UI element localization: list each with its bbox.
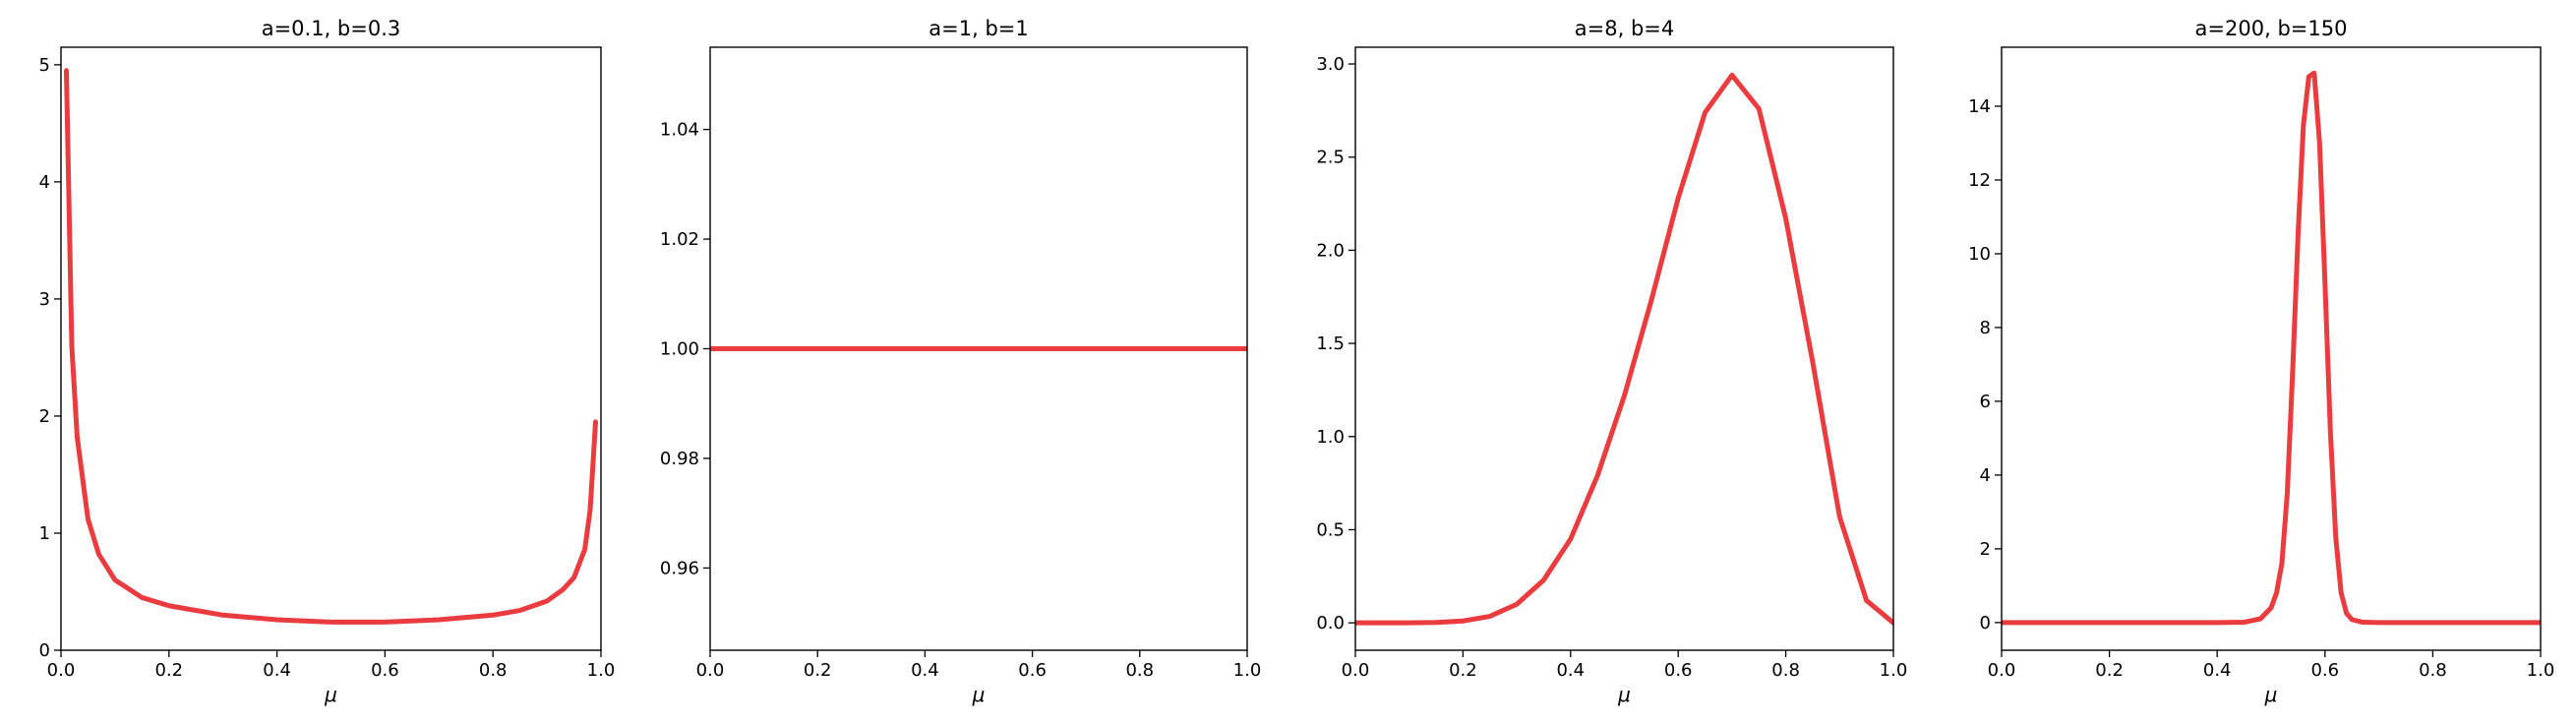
- x-tick-label: 0.2: [154, 660, 183, 681]
- y-tick-label: 1.04: [660, 120, 699, 141]
- y-tick-label: 1.00: [660, 339, 699, 360]
- chart-panel-4: 0.0 0.2 0.4 0.6 0.8 1.0 0 2 4 6 8 10 12 14 a=200, b=15…: [1968, 17, 2554, 706]
- axes-frame: [1354, 46, 1894, 651]
- series-line: [2002, 70, 2541, 626]
- x-tick-label: 1.0: [2527, 660, 2555, 681]
- chart-title: a=0.1, b=0.3: [262, 17, 401, 40]
- y-tick-label: 1.02: [660, 229, 699, 250]
- y-tick-label: 3.0: [1316, 54, 1345, 75]
- x-tick-label: 0.2: [804, 660, 832, 681]
- y-tick-label: 6: [1980, 392, 1991, 412]
- y-tick-label: 1.0: [1316, 427, 1345, 448]
- x-tick-label: 0.0: [1988, 660, 2016, 681]
- x-tick-label: 0.0: [1342, 660, 1370, 681]
- y-tick-label: 2.5: [1316, 148, 1345, 168]
- y-tick-label: 0: [1980, 613, 1991, 634]
- y-tick-label: 2: [39, 406, 50, 427]
- x-tick-label: 0.2: [1449, 660, 1477, 681]
- y-tick-label: 0.5: [1316, 519, 1345, 540]
- y-tick-label: 2: [1980, 539, 1991, 560]
- series-line: [63, 68, 599, 625]
- x-tick-label: 0.0: [696, 660, 725, 681]
- y-tick-label: 4: [39, 172, 50, 193]
- y-tick-label: 1.5: [1316, 333, 1345, 354]
- y-tick-label: 2.0: [1316, 240, 1345, 261]
- series-line: [1355, 72, 1893, 626]
- x-tick-label: 0.8: [1125, 660, 1154, 681]
- y-tick-label: 0.98: [660, 449, 699, 469]
- y-tick-label: 5: [39, 55, 50, 76]
- y-tick-label: 0: [39, 640, 50, 661]
- x-tick-label: 0.4: [911, 660, 939, 681]
- x-tick-label: 1.0: [587, 660, 616, 681]
- x-tick-label: 0.0: [47, 660, 76, 681]
- y-tick-label: 3: [39, 289, 50, 310]
- chart-title: a=8, b=4: [1575, 17, 1674, 40]
- x-tick-label: 0.6: [1018, 660, 1047, 681]
- x-tick-label: 1.0: [1233, 660, 1262, 681]
- x-tick-label: 0.4: [2203, 660, 2232, 681]
- x-tick-label: 1.0: [1880, 660, 1908, 681]
- x-tick-label: 0.6: [371, 660, 399, 681]
- x-tick-label: 0.8: [479, 660, 508, 681]
- x-axis-label: μ: [2264, 683, 2278, 706]
- chart-title: a=1, b=1: [929, 17, 1028, 40]
- x-tick-label: 0.6: [1664, 660, 1693, 681]
- y-tick-label: 14: [1968, 96, 1991, 117]
- x-tick-label: 0.8: [2419, 660, 2447, 681]
- y-tick-label: 0.0: [1316, 613, 1345, 634]
- x-axis-label: μ: [972, 683, 986, 706]
- x-axis-label: μ: [324, 683, 337, 706]
- x-tick-label: 0.8: [1771, 660, 1800, 681]
- y-tick-label: 10: [1968, 244, 1991, 265]
- x-tick-label: 0.2: [2095, 660, 2124, 681]
- x-tick-label: 0.4: [263, 660, 291, 681]
- y-tick-label: 12: [1968, 170, 1991, 191]
- y-tick-label: 0.96: [660, 558, 699, 578]
- chart-panel-1: 0.0 0.2 0.4 0.6 0.8 1.0 0 1 2 3 4 5 a=0.1, b=0.3 μ: [39, 17, 616, 706]
- x-tick-label: 0.4: [1556, 660, 1585, 681]
- chart-title: a=200, b=150: [2195, 17, 2348, 40]
- y-tick-label: 1: [39, 523, 50, 544]
- y-tick-label: 8: [1980, 318, 1991, 338]
- axes-frame: [2001, 46, 2542, 651]
- x-tick-label: 0.6: [2310, 660, 2339, 681]
- chart-panel-2: 0.0 0.2 0.4 0.6 0.8 1.0 0.96 0.98 1.00 1.02 1.04 a=…: [660, 17, 1261, 706]
- chart-panel-3: 0.0 0.2 0.4 0.6 0.8 1.0 0.0 0.5 1.0 1.5 2.0 2.5 3.0 a…: [1316, 17, 1907, 706]
- y-tick-label: 4: [1980, 465, 1991, 486]
- x-axis-label: μ: [1617, 683, 1631, 706]
- axes-frame: [60, 46, 602, 651]
